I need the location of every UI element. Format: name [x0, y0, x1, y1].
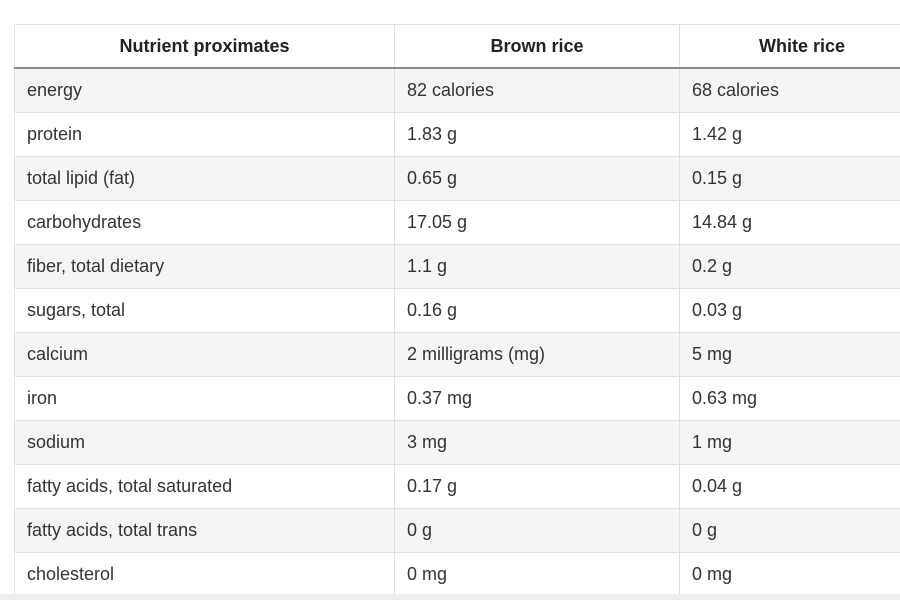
table-row: iron 0.37 mg 0.63 mg [14, 376, 900, 421]
brown-rice-cell: 3 mg [394, 420, 680, 465]
brown-rice-cell: 1.1 g [394, 244, 680, 289]
header-nutrient: Nutrient proximates [14, 24, 395, 69]
white-rice-cell: 0.2 g [679, 244, 900, 289]
table-row: energy 82 calories 68 calories [14, 67, 900, 113]
table-row: protein 1.83 g 1.42 g [14, 112, 900, 157]
brown-rice-cell: 0 g [394, 508, 680, 553]
white-rice-cell: 5 mg [679, 332, 900, 377]
white-rice-cell: 0 mg [679, 552, 900, 597]
white-rice-cell: 0.04 g [679, 464, 900, 509]
brown-rice-cell: 1.83 g [394, 112, 680, 157]
white-rice-cell: 0.03 g [679, 288, 900, 333]
nutrient-cell: fatty acids, total saturated [14, 464, 395, 509]
brown-rice-cell: 2 milligrams (mg) [394, 332, 680, 377]
nutrient-cell: cholesterol [14, 552, 395, 597]
page-bottom-edge [0, 594, 900, 600]
nutrition-table-container: Nutrient proximates Brown rice White ric… [14, 24, 900, 597]
table-row: carbohydrates 17.05 g 14.84 g [14, 200, 900, 245]
header-white-rice: White rice [679, 24, 900, 69]
white-rice-cell: 14.84 g [679, 200, 900, 245]
table-row: fatty acids, total saturated 0.17 g 0.04 g [14, 464, 900, 509]
nutrition-comparison-table: Nutrient proximates Brown rice White ric… [14, 24, 900, 597]
brown-rice-cell: 0.37 mg [394, 376, 680, 421]
brown-rice-cell: 0.65 g [394, 156, 680, 201]
white-rice-cell: 1 mg [679, 420, 900, 465]
nutrient-cell: energy [14, 67, 395, 113]
white-rice-cell: 0 g [679, 508, 900, 553]
white-rice-cell: 1.42 g [679, 112, 900, 157]
table-row: fiber, total dietary 1.1 g 0.2 g [14, 244, 900, 289]
nutrient-cell: sodium [14, 420, 395, 465]
white-rice-cell: 68 calories [679, 67, 900, 113]
nutrient-cell: total lipid (fat) [14, 156, 395, 201]
brown-rice-cell: 17.05 g [394, 200, 680, 245]
table-row: sugars, total 0.16 g 0.03 g [14, 288, 900, 333]
nutrient-cell: carbohydrates [14, 200, 395, 245]
brown-rice-cell: 82 calories [394, 67, 680, 113]
table-row: calcium 2 milligrams (mg) 5 mg [14, 332, 900, 377]
table-body: energy 82 calories 68 calories protein 1.83 … [14, 67, 900, 597]
brown-rice-cell: 0 mg [394, 552, 680, 597]
brown-rice-cell: 0.17 g [394, 464, 680, 509]
table-header: Nutrient proximates Brown rice White ric… [14, 24, 900, 69]
nutrient-cell: sugars, total [14, 288, 395, 333]
nutrient-cell: iron [14, 376, 395, 421]
nutrient-cell: calcium [14, 332, 395, 377]
header-row: Nutrient proximates Brown rice White ric… [14, 24, 900, 69]
nutrient-cell: protein [14, 112, 395, 157]
table-row: cholesterol 0 mg 0 mg [14, 552, 900, 597]
nutrient-cell: fatty acids, total trans [14, 508, 395, 553]
white-rice-cell: 0.15 g [679, 156, 900, 201]
header-brown-rice: Brown rice [394, 24, 680, 69]
table-row: total lipid (fat) 0.65 g 0.15 g [14, 156, 900, 201]
white-rice-cell: 0.63 mg [679, 376, 900, 421]
brown-rice-cell: 0.16 g [394, 288, 680, 333]
table-row: sodium 3 mg 1 mg [14, 420, 900, 465]
nutrient-cell: fiber, total dietary [14, 244, 395, 289]
